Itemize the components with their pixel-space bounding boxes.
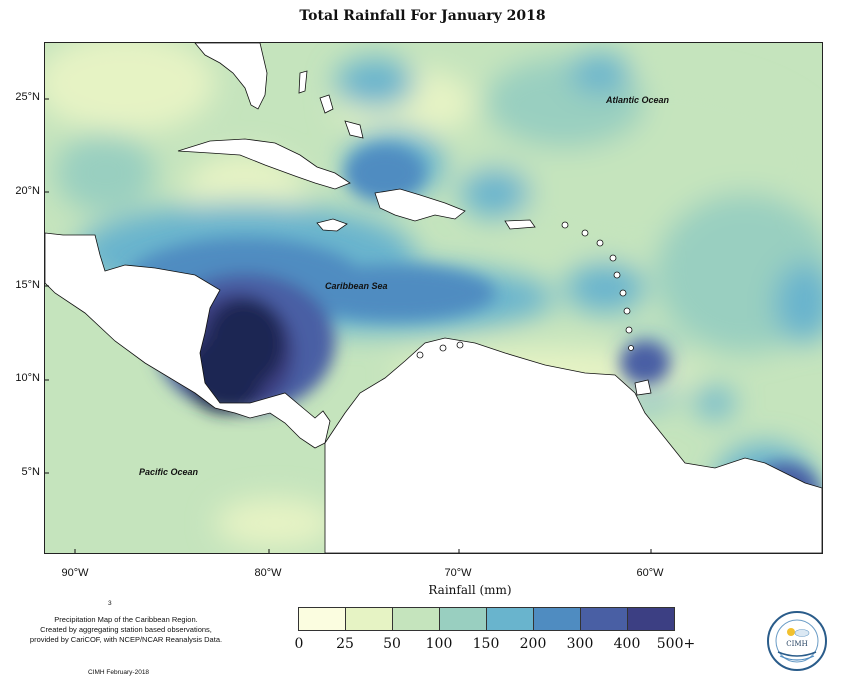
legend-swatch-1 bbox=[346, 608, 393, 630]
map-title: Total Rainfall For January 2018 bbox=[299, 8, 546, 24]
legend-tick-500-plus: 500+ bbox=[656, 636, 696, 652]
caption-credit: CIMH February-2018 bbox=[88, 669, 150, 676]
latitude-label-20n: 20°N bbox=[15, 185, 40, 197]
legend-tick-300: 300 bbox=[566, 636, 594, 652]
longitude-label-70w: 70°W bbox=[444, 567, 472, 579]
longitude-label-90w: 90°W bbox=[61, 567, 89, 579]
caption-line-1: Precipitation Map of the Caribbean Regio… bbox=[54, 615, 198, 624]
legend-tick-400: 400 bbox=[613, 636, 641, 652]
latitude-label-5n: 5°N bbox=[21, 466, 40, 478]
legend-tick-200: 200 bbox=[519, 636, 547, 652]
logo-text: CIMH bbox=[786, 640, 807, 648]
lesser-antilles bbox=[416, 221, 634, 359]
legend-swatch-3 bbox=[440, 608, 487, 630]
atlantic-ocean-label: Atlantic Ocean bbox=[606, 95, 670, 105]
pacific-ocean-label: Pacific Ocean bbox=[139, 467, 199, 477]
sun-icon bbox=[787, 628, 795, 636]
land-masses bbox=[45, 43, 822, 553]
cimh-logo: CIMH bbox=[767, 611, 827, 671]
caption-text: Precipitation Map of the Caribbean Regio… bbox=[6, 615, 246, 645]
caption-line-2: Created by aggregating station based obs… bbox=[40, 625, 212, 634]
legend-tick-150: 150 bbox=[472, 636, 500, 652]
rainfall-field bbox=[45, 43, 822, 553]
cloud-icon bbox=[794, 629, 810, 637]
legend-swatch-5 bbox=[534, 608, 581, 630]
caption-line-3: provided by CariCOF, with NCEP/NCAR Rean… bbox=[29, 635, 223, 644]
legend-swatch-6 bbox=[581, 608, 628, 630]
legend-swatch-4 bbox=[487, 608, 534, 630]
legend-tick-50: 50 bbox=[383, 636, 401, 652]
rainfall-map-canvas bbox=[45, 43, 822, 553]
legend-tick-0: 0 bbox=[294, 636, 304, 652]
rainfall-map bbox=[44, 42, 823, 554]
latitude-label-25n: 25°N bbox=[15, 91, 40, 103]
caribbean-sea-label: Caribbean Sea bbox=[325, 281, 388, 291]
legend-tick-100: 100 bbox=[425, 636, 453, 652]
legend-swatch-0 bbox=[299, 608, 346, 630]
latitude-label-15n: 15°N bbox=[15, 279, 40, 291]
legend-tick-25: 25 bbox=[336, 636, 354, 652]
latitude-label-10n: 10°N bbox=[15, 372, 40, 384]
longitude-label-80w: 80°W bbox=[254, 567, 282, 579]
legend-title: Rainfall (mm) bbox=[428, 583, 512, 597]
legend-colorbar bbox=[298, 607, 675, 631]
map-ticks bbox=[45, 98, 652, 553]
longitude-label-60w: 60°W bbox=[636, 567, 664, 579]
legend-swatch-2 bbox=[393, 608, 440, 630]
caption-mark: 3 bbox=[108, 600, 112, 607]
legend-swatch-7 bbox=[628, 608, 674, 630]
